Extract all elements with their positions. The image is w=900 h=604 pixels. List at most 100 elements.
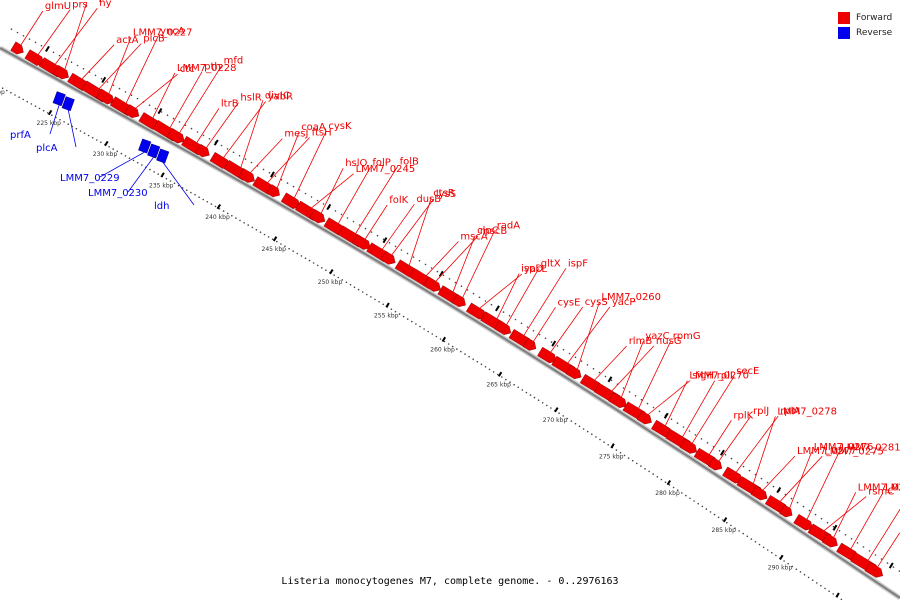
- ruler-dot-forward: [160, 111, 163, 113]
- ruler-dot: [537, 399, 540, 402]
- ruler-dot: [832, 593, 834, 595]
- ruler-dot: [521, 389, 524, 391]
- gene-label-reverse: LMM7_0230: [88, 188, 148, 199]
- ruler-dot-forward: [400, 249, 403, 251]
- gene-label-forward: cysK: [328, 121, 352, 132]
- ruler-dot-forward: [748, 469, 751, 472]
- ruler-dot-forward: [220, 144, 223, 147]
- ruler-dot-forward: [22, 35, 25, 37]
- ruler-dot-forward: [532, 330, 535, 332]
- forward-ruler-tick: [45, 45, 50, 53]
- legend-item-forward: Forward: [838, 10, 892, 25]
- ruler-dot: [541, 402, 544, 404]
- ruler-dot: [816, 582, 818, 584]
- ruler-dot: [251, 226, 254, 229]
- gene-label-forward: rplL: [717, 371, 736, 382]
- ruler-dot: [51, 114, 53, 116]
- gene-label-forward: folB: [400, 157, 419, 168]
- gene-leader-reverse: [49, 104, 60, 135]
- gene-leader-forward: [320, 168, 344, 214]
- gene-leader-forward: [311, 173, 354, 209]
- ruler-dot-forward: [892, 566, 895, 568]
- ruler-dot: [750, 538, 753, 540]
- gene-leader-forward: [223, 101, 266, 158]
- gene-leader-forward: [267, 137, 310, 183]
- ruler-dot-forward: [154, 107, 157, 110]
- ruler-dot: [668, 484, 671, 486]
- ruler-dot-forward: [64, 58, 67, 60]
- scale-tick-label: 280 kbp: [655, 490, 680, 497]
- gene-label-forward: lysS: [436, 189, 456, 200]
- ruler-dot-forward: [478, 296, 481, 299]
- ruler-dot: [574, 422, 577, 425]
- gene-leader-forward: [81, 44, 115, 80]
- scale-tick-label: 290 kbp: [768, 565, 793, 572]
- ruler-dot: [762, 546, 765, 549]
- ruler-dot-forward: [10, 28, 13, 31]
- ruler-dot: [631, 459, 634, 462]
- ruler-dot-forward: [760, 477, 763, 480]
- ruler-dot-forward: [574, 356, 577, 359]
- gene-label-forward: actA: [116, 35, 139, 46]
- ruler-dot: [492, 371, 495, 373]
- gene-leader-forward: [108, 37, 132, 94]
- ruler-dot: [108, 146, 110, 148]
- ruler-dot-forward: [430, 267, 433, 269]
- gene-label-forward: LMM7_0275: [824, 446, 884, 457]
- forward-ruler-tick: [438, 270, 444, 278]
- ruler-dot: [820, 584, 822, 587]
- ruler-dot-forward: [682, 426, 685, 428]
- legend-label-reverse: Reverse: [856, 27, 893, 38]
- ruler-dot: [791, 565, 794, 568]
- gene-label-forward: LMM7_0277: [797, 446, 857, 457]
- ruler-dot-forward: [874, 554, 877, 556]
- gene-label-forward: sigH: [692, 371, 714, 382]
- ruler-dot-forward: [850, 538, 853, 540]
- ruler-dot-forward: [472, 292, 475, 295]
- ruler-dot: [811, 579, 814, 581]
- ruler-dot: [824, 587, 826, 590]
- gene-forward-lmm7-0260: [565, 364, 582, 380]
- ruler-dot-forward: [868, 550, 871, 552]
- gene-label-forward: gltX: [541, 259, 561, 270]
- ruler-dot: [533, 396, 536, 399]
- ruler-dot: [652, 473, 654, 475]
- ruler-dot: [415, 323, 417, 325]
- ruler-dot: [456, 348, 458, 350]
- ruler-dot: [427, 330, 430, 333]
- ruler-dot-forward: [826, 521, 829, 524]
- ruler-dot-forward: [886, 562, 889, 564]
- forward-ruler-tick: [832, 524, 838, 531]
- ruler-dot-forward: [610, 379, 613, 382]
- gene-leader-forward: [806, 452, 840, 520]
- ruler-dot-forward: [880, 558, 883, 560]
- ruler-dot-forward: [34, 41, 37, 44]
- gene-label-forward: ctsR: [433, 188, 455, 199]
- ruler-dot: [366, 293, 368, 296]
- ruler-dot-forward: [136, 97, 139, 100]
- scale-tick-mark: [835, 592, 840, 598]
- ruler-dot-forward: [454, 281, 457, 284]
- ruler-dot-forward: [112, 84, 115, 87]
- gene-label-forward: prs: [72, 0, 88, 11]
- ruler-dot: [717, 516, 720, 519]
- gene-label-forward: LMM7_0270: [689, 371, 749, 382]
- gene-label-forward: mpl: [89, 0, 108, 3]
- ruler-dot-forward: [244, 158, 247, 160]
- gene-label-forward: ispF: [568, 258, 588, 269]
- gene-label-forward: folP: [372, 157, 390, 168]
- backbone-shadow: [0, 45, 900, 601]
- gene-leader-forward: [577, 301, 600, 370]
- ruler-dot: [734, 527, 736, 529]
- ruler-dot-forward: [814, 513, 817, 516]
- ruler-dot: [67, 123, 69, 125]
- gene-label-forward: LMM7_0228: [177, 63, 237, 74]
- ruler-dot-forward: [262, 168, 265, 171]
- gene-leader-forward: [496, 273, 520, 319]
- ruler-dot-forward: [652, 406, 655, 409]
- gene-reverse-lmm7-0230: [147, 143, 161, 159]
- forward-ruler-tick: [495, 305, 500, 312]
- gene-leader-forward: [196, 108, 220, 143]
- ruler-dot-forward: [676, 422, 679, 424]
